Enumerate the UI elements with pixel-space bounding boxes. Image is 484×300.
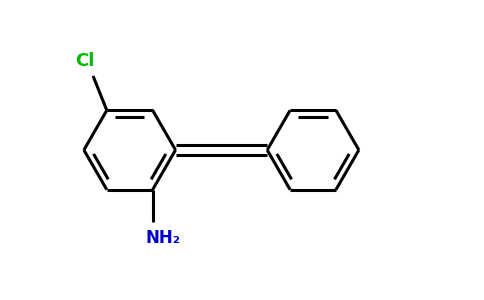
Text: Cl: Cl — [75, 52, 94, 70]
Text: NH₂: NH₂ — [145, 229, 180, 247]
